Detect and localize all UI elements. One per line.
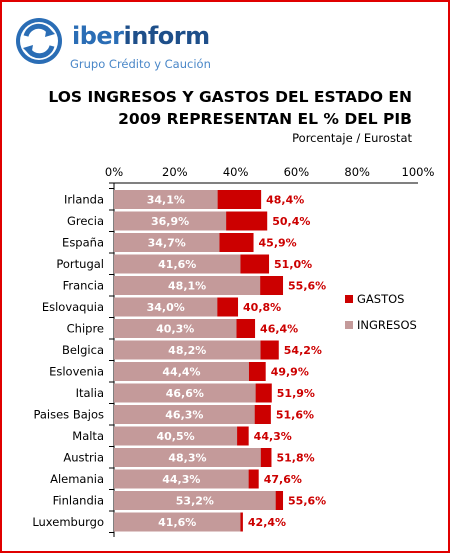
chart-title-line2: 2009 REPRESENTAN EL % DEL PIB <box>118 110 412 128</box>
bar-ingresos <box>114 190 218 209</box>
bar-ingresos <box>114 426 238 446</box>
category-label: Finlandia <box>53 494 104 508</box>
label-gastos: 51,0% <box>274 258 312 271</box>
category-label: Malta <box>72 429 104 443</box>
category-label: Irlanda <box>64 193 104 207</box>
label-ingresos: 48,3% <box>168 452 206 465</box>
label-gastos: 55,6% <box>288 280 326 293</box>
bar-ingresos <box>114 254 241 274</box>
label-ingresos: 36,9% <box>151 215 189 228</box>
brand-name: iberinform <box>72 22 210 50</box>
bar-ingresos <box>114 211 227 231</box>
label-gastos: 40,8% <box>243 301 281 314</box>
brand-tagline: Grupo Crédito y Caución <box>70 57 211 71</box>
label-ingresos: 41,6% <box>158 258 196 271</box>
bar-ingresos <box>114 491 276 510</box>
label-gastos: 46,4% <box>260 323 298 336</box>
chart-subtitle: Porcentaje / Eurostat <box>292 131 412 145</box>
x-tick-label: 60% <box>284 165 310 179</box>
label-ingresos: 34,7% <box>148 237 186 250</box>
label-gastos: 42,4% <box>248 516 286 529</box>
label-gastos: 50,4% <box>272 215 310 228</box>
legend-swatch-ingresos <box>345 321 353 329</box>
legend-swatch-gastos <box>345 295 353 303</box>
label-ingresos: 48,1% <box>168 280 206 293</box>
x-tick-label: 100% <box>402 165 435 179</box>
label-gastos: 47,6% <box>264 473 302 486</box>
label-gastos: 51,8% <box>276 452 314 465</box>
iberinform-logo-icon <box>16 18 62 64</box>
label-gastos: 51,9% <box>277 387 315 400</box>
legend-label-gastos: GASTOS <box>357 292 404 306</box>
bar-ingresos <box>114 383 256 403</box>
category-label: Italia <box>76 386 104 400</box>
category-label: Alemania <box>50 472 104 486</box>
label-ingresos: 34,1% <box>147 194 185 207</box>
label-ingresos: 44,4% <box>162 366 200 379</box>
category-label: España <box>62 236 104 250</box>
category-label: Luxemburgo <box>32 515 104 529</box>
x-tick-label: 0% <box>105 165 123 179</box>
bar-ingresos <box>114 469 249 489</box>
category-label: Chipre <box>67 322 104 336</box>
label-ingresos: 46,6% <box>166 387 204 400</box>
label-ingresos: 40,5% <box>156 430 194 443</box>
category-label: Eslovaquia <box>42 300 104 314</box>
x-tick-label: 80% <box>344 165 370 179</box>
chart-title-line1: LOS INGRESOS Y GASTOS DEL ESTADO EN <box>48 88 412 106</box>
label-ingresos: 44,3% <box>162 473 200 486</box>
category-label: Paises Bajos <box>33 408 104 422</box>
label-ingresos: 34,0% <box>147 301 185 314</box>
label-gastos: 51,6% <box>276 409 314 422</box>
x-tick-label: 40% <box>223 165 249 179</box>
category-label: Eslovenia <box>49 365 104 379</box>
bar-ingresos <box>114 448 261 467</box>
bar-ingresos <box>114 319 237 338</box>
brand-name-part1: iber <box>72 22 124 50</box>
category-label: Austria <box>63 451 104 465</box>
category-label: Portugal <box>56 257 104 271</box>
bar-ingresos <box>114 512 241 532</box>
label-gastos: 48,4% <box>266 194 304 207</box>
label-ingresos: 41,6% <box>158 516 196 529</box>
category-label: Grecia <box>67 214 104 228</box>
bar-ingresos <box>114 297 218 317</box>
label-gastos: 49,9% <box>271 366 309 379</box>
label-ingresos: 46,3% <box>165 409 203 422</box>
label-gastos: 55,6% <box>288 495 326 508</box>
bar-ingresos <box>114 233 220 252</box>
category-label: Belgica <box>62 343 104 357</box>
label-ingresos: 40,3% <box>156 323 194 336</box>
category-label: Francia <box>63 279 104 293</box>
x-tick-label: 20% <box>162 165 188 179</box>
legend-label-ingresos: INGRESOS <box>357 318 417 332</box>
bar-ingresos <box>114 405 255 424</box>
label-gastos: 54,2% <box>284 344 322 357</box>
bar-ingresos <box>114 362 249 381</box>
label-ingresos: 48,2% <box>168 344 206 357</box>
bar-ingresos <box>114 340 261 360</box>
label-ingresos: 53,2% <box>176 495 214 508</box>
bar-ingresos <box>114 276 261 295</box>
brand-name-part2: inform <box>123 22 211 50</box>
label-gastos: 45,9% <box>259 237 297 250</box>
label-gastos: 44,3% <box>254 430 292 443</box>
